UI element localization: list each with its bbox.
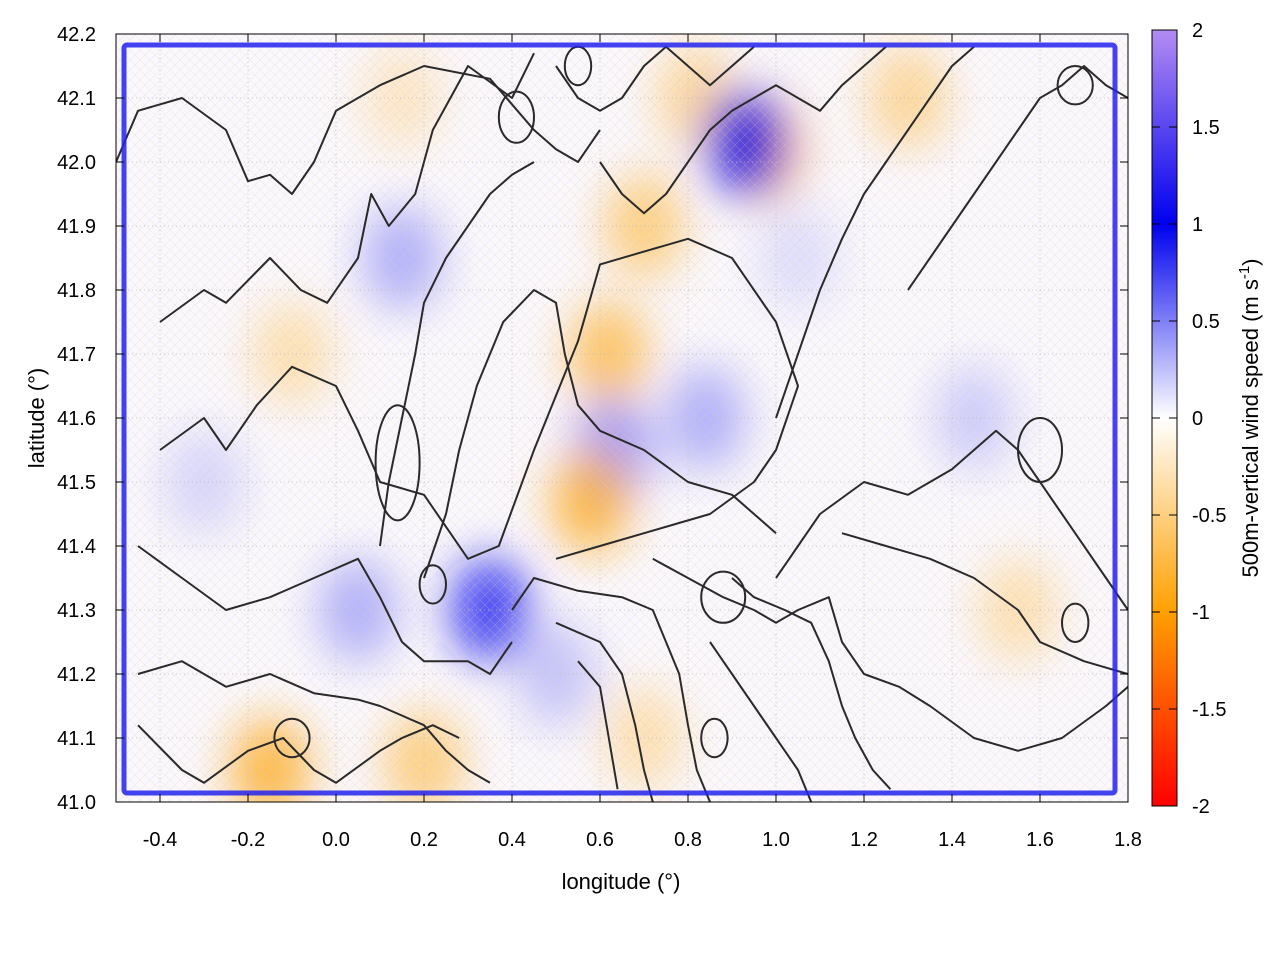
y-tick-label: 42.1 <box>57 88 96 110</box>
plot-area <box>115 33 1129 803</box>
contour-line-15 <box>907 65 1128 291</box>
y-axis-label: latitude (°) <box>24 368 49 469</box>
contour-line-3 <box>137 545 513 675</box>
y-tick-label: 41.5 <box>57 472 96 494</box>
colorbar-tick-label: -2 <box>1192 796 1210 818</box>
contour-line-10 <box>731 577 892 790</box>
contour-line-12 <box>775 429 1128 611</box>
y-tick-label: 41.8 <box>57 280 96 302</box>
grid-lines <box>116 34 1128 802</box>
colorbar-tick-label: -1 <box>1192 602 1210 624</box>
contour-line-1 <box>159 52 535 323</box>
x-axis: -0.4 -0.2 0.0 0.2 0.4 0.6 0.8 1.0 1.2 1.4 1.6 1.8 <box>143 34 1142 851</box>
contour-line-14 <box>775 46 975 419</box>
x-tick-label: 1.8 <box>1114 829 1142 851</box>
colorbar-tick-label: 1 <box>1192 214 1203 236</box>
contour-line-8 <box>577 660 619 790</box>
y-tick-label: 41.1 <box>57 728 96 750</box>
y-axis: 41.0 41.1 41.2 41.3 41.4 41.5 41.6 41.7 41.8 41.9… <box>57 24 1128 814</box>
contour-line-6 <box>511 577 711 802</box>
colorbar-label-close: ) <box>1238 258 1263 265</box>
contour-line-17 <box>555 45 755 112</box>
y-tick-label: 42.0 <box>57 152 96 174</box>
contour-line-19 <box>379 161 535 547</box>
y-tick-label: 41.6 <box>57 408 96 430</box>
contour-line-7 <box>555 621 654 802</box>
contour-loop-4 <box>497 90 536 144</box>
colorbar-tick-label: 1.5 <box>1192 117 1220 139</box>
contour-loop-0 <box>374 404 421 522</box>
x-tick-label: 1.0 <box>762 829 790 851</box>
y-tick-label: 41.3 <box>57 600 96 622</box>
contour-line-5 <box>137 724 460 784</box>
contour-line-13 <box>841 532 1128 675</box>
contour-line-4 <box>137 660 491 784</box>
contour-line-11 <box>709 641 813 802</box>
y-tick-label: 41.2 <box>57 664 96 686</box>
contour-loop-9 <box>1061 602 1090 643</box>
colorbar: 2 1.5 1 0.5 0 -0.5 -1 -1.5 -2 <box>1151 20 1226 818</box>
contour-line-18 <box>423 289 777 579</box>
y-tick-label: 41.0 <box>57 792 96 814</box>
contour-loop-1 <box>273 717 311 759</box>
x-tick-label: 0.6 <box>586 829 614 851</box>
x-tick-label: -0.2 <box>231 829 265 851</box>
contour-line-2 <box>159 237 799 560</box>
contour-loop-6 <box>1056 65 1094 106</box>
contour-loop-8 <box>418 564 447 605</box>
y-tick-label: 41.7 <box>57 344 96 366</box>
colorbar-tick-label: -1.5 <box>1192 699 1226 721</box>
colorbar-tick-label: 2 <box>1192 20 1203 42</box>
y-tick-label: 41.4 <box>57 536 96 558</box>
contour-loop-5 <box>1017 417 1063 483</box>
x-tick-label: 0.2 <box>410 829 438 851</box>
contour-lines <box>116 45 1128 802</box>
x-tick-label: 0.0 <box>322 829 350 851</box>
contour-line-0 <box>116 65 601 195</box>
x-tick-label: 0.4 <box>498 829 526 851</box>
colorbar-tick-label: 0.5 <box>1192 311 1220 333</box>
colorbar-ticks: 2 1.5 1 0.5 0 -0.5 -1 -1.5 -2 <box>1152 20 1226 818</box>
colorbar-tick-label: -0.5 <box>1192 505 1226 527</box>
x-tick-label: 0.8 <box>674 829 702 851</box>
x-tick-label: -0.4 <box>143 829 177 851</box>
colorbar-label-main: 500m-vertical wind speed (m s <box>1238 279 1263 577</box>
x-tick-label: 1.4 <box>938 829 966 851</box>
x-axis-label: longitude (°) <box>562 869 681 894</box>
domain-boundary <box>121 42 1118 796</box>
colorbar-label: 500m-vertical wind speed (m s-1) <box>1236 258 1263 577</box>
contour-line-9 <box>652 557 1128 752</box>
colorbar-label-sup: -1 <box>1236 266 1253 279</box>
x-tick-label: 1.6 <box>1026 829 1054 851</box>
contour-line-16 <box>599 46 887 215</box>
x-tick-label: 1.2 <box>850 829 878 851</box>
contour-loop-2 <box>700 570 747 624</box>
contour-loop-3 <box>700 717 729 759</box>
y-tick-label: 42.2 <box>57 24 96 46</box>
y-tick-label: 41.9 <box>57 216 96 238</box>
colorbar-tick-label: 0 <box>1192 408 1203 430</box>
